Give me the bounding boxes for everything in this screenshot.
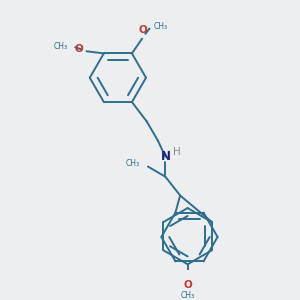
Text: CH₃: CH₃ xyxy=(125,159,140,168)
Text: CH₃: CH₃ xyxy=(181,291,195,300)
Text: CH₃: CH₃ xyxy=(153,22,167,31)
Text: O: O xyxy=(74,44,83,54)
Text: N: N xyxy=(160,150,170,163)
Text: CH₃: CH₃ xyxy=(54,42,68,51)
Text: H: H xyxy=(173,147,181,157)
Text: O: O xyxy=(138,25,147,35)
Text: O: O xyxy=(183,280,192,290)
